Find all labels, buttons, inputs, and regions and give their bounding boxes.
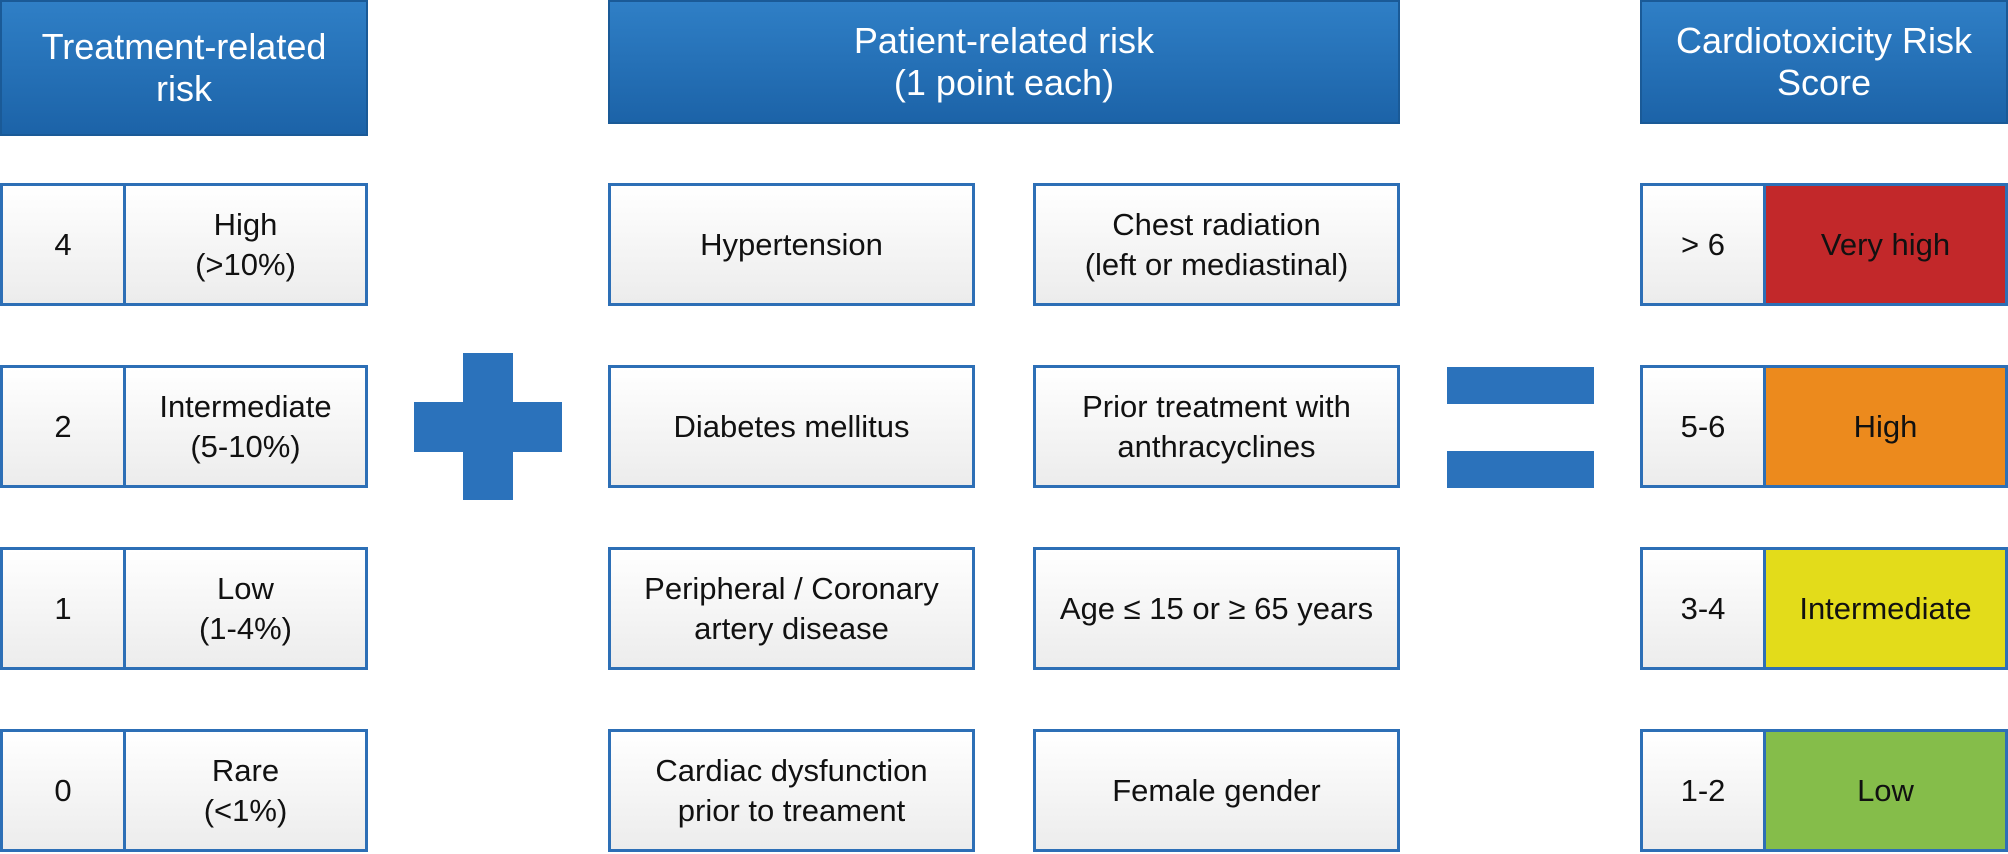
treatment-level: Rare (<1%) <box>203 752 288 828</box>
treatment-row-intermediate: 2 Intermediate (5-10%) <box>0 365 368 488</box>
patient-factor-anthracyclines: Prior treatment with anthracyclines <box>1033 365 1400 488</box>
patient-factor-hypertension: Hypertension <box>608 183 975 306</box>
score-range: > 6 <box>1681 226 1725 262</box>
patient-factor-cardiac-dysfunction: Cardiac dysfunction prior to treament <box>608 729 975 852</box>
treatment-level: High (>10%) <box>195 206 296 282</box>
score-category: Low <box>1766 732 2005 849</box>
patient-factor-diabetes: Diabetes mellitus <box>608 365 975 488</box>
treatment-points: 1 <box>54 590 72 626</box>
score-row-intermediate: 3-4 Intermediate <box>1640 547 2008 670</box>
score-row-very-high: > 6 Very high <box>1640 183 2008 306</box>
patient-factor-chest-radiation: Chest radiation (left or mediastinal) <box>1033 183 1400 306</box>
score-category: Very high <box>1766 186 2005 303</box>
treatment-level: Low (1-4%) <box>198 570 292 646</box>
score-range: 5-6 <box>1680 408 1726 444</box>
score-row-high: 5-6 High <box>1640 365 2008 488</box>
treatment-level: Intermediate (5-10%) <box>159 388 332 464</box>
score-category: Intermediate <box>1766 550 2005 667</box>
patient-factor-age: Age ≤ 15 or ≥ 65 years <box>1033 547 1400 670</box>
treatment-row-low: 1 Low (1-4%) <box>0 547 368 670</box>
treatment-points: 0 <box>54 772 72 808</box>
treatment-row-rare: 0 Rare (<1%) <box>0 729 368 852</box>
treatment-points: 2 <box>54 408 72 444</box>
patient-risk-header: Patient-related risk (1 point each) <box>608 0 1400 124</box>
score-category: High <box>1766 368 2005 485</box>
patient-factor-female-gender: Female gender <box>1033 729 1400 852</box>
patient-factor-artery-disease: Peripheral / Coronary artery disease <box>608 547 975 670</box>
score-row-low: 1-2 Low <box>1640 729 2008 852</box>
score-range: 1-2 <box>1680 772 1726 808</box>
treatment-risk-header: Treatment-related risk <box>0 0 368 136</box>
score-range: 3-4 <box>1680 590 1726 626</box>
treatment-points: 4 <box>54 226 72 262</box>
treatment-row-high: 4 High (>10%) <box>0 183 368 306</box>
cardiotoxicity-score-header: Cardiotoxicity Risk Score <box>1640 0 2008 124</box>
